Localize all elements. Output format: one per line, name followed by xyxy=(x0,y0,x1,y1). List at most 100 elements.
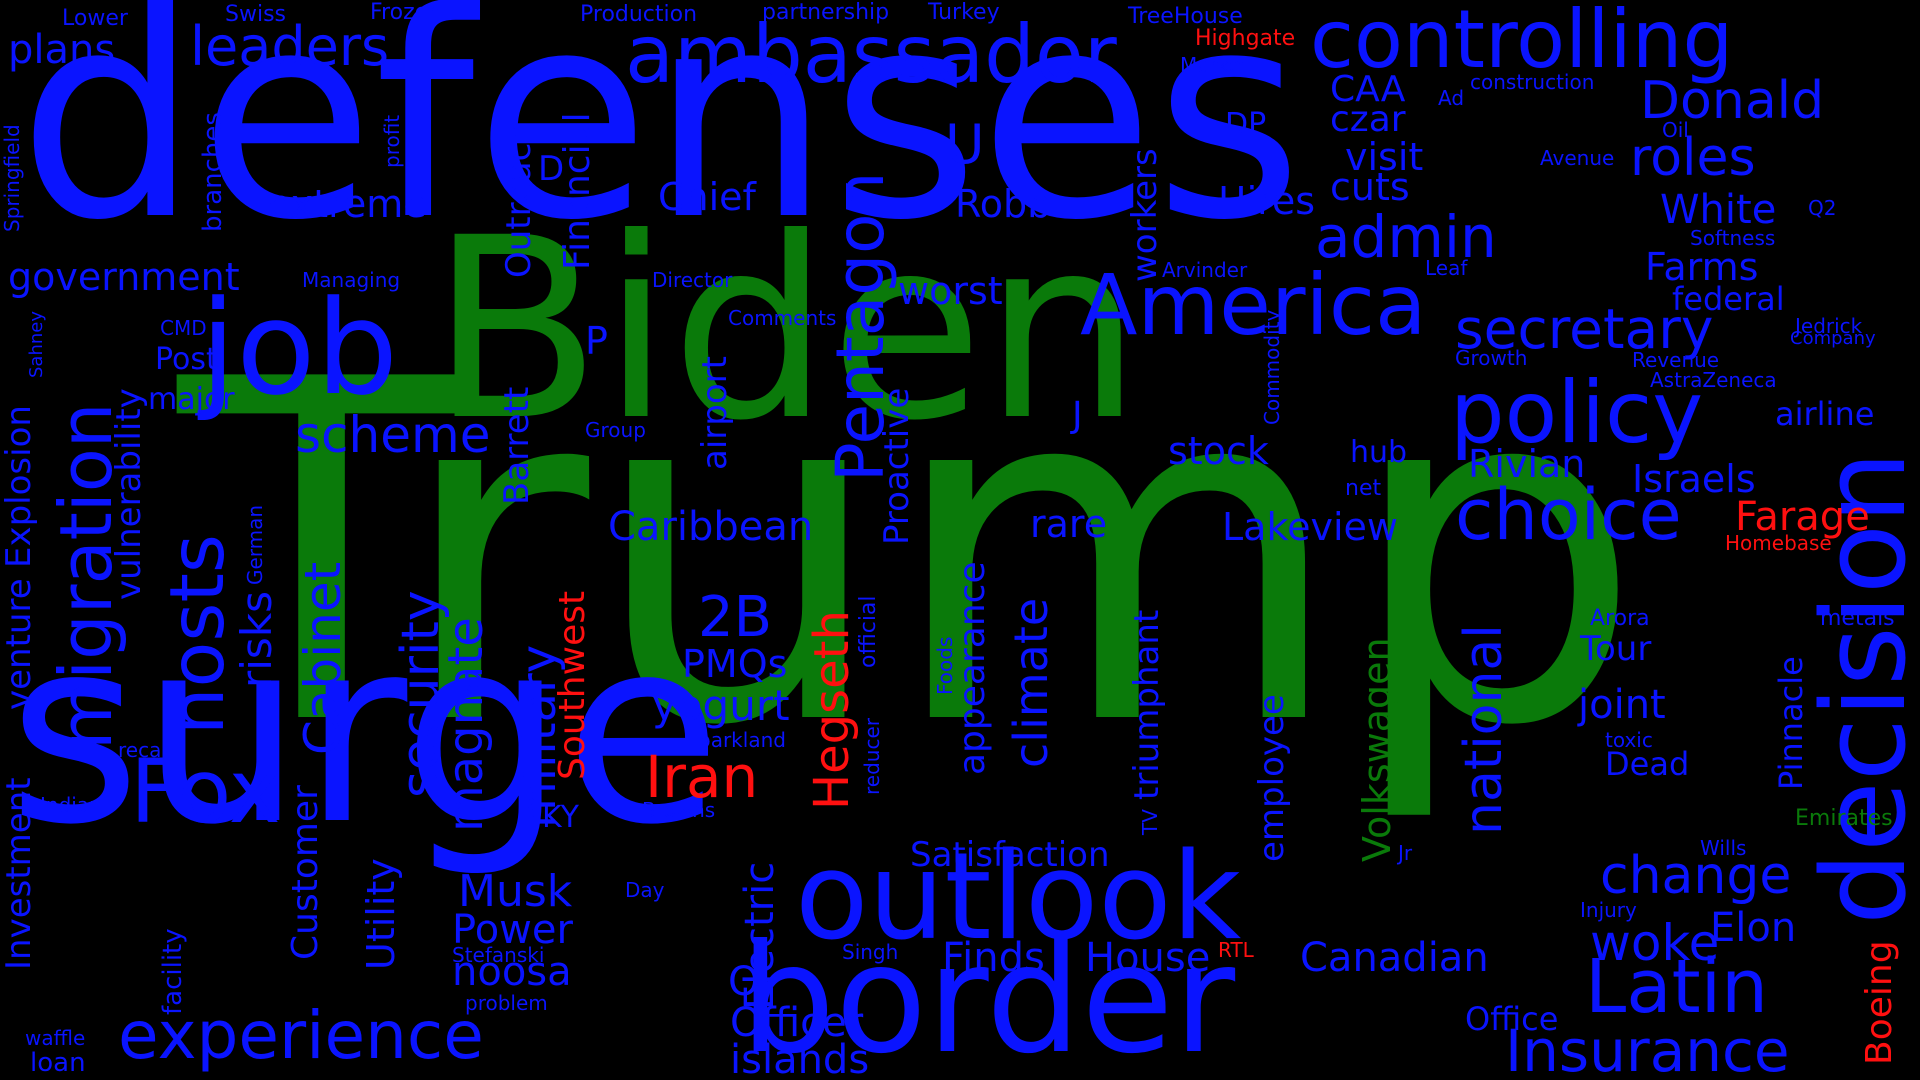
word-loan: loan xyxy=(30,1048,86,1078)
word-browns: Browns xyxy=(642,798,716,822)
word-power: Power xyxy=(452,907,573,953)
word-government: government xyxy=(8,255,240,299)
word-controlling: controlling xyxy=(1310,0,1734,86)
word-day: Day xyxy=(625,878,665,902)
word-lakeview: Lakeview xyxy=(1222,505,1398,549)
word-caribbean: Caribbean xyxy=(608,504,814,550)
word-czar: czar xyxy=(1330,99,1406,140)
word-proactive: Proactive xyxy=(877,387,917,545)
word-canadian: Canadian xyxy=(1300,935,1489,981)
word-revenue: Revenue xyxy=(1632,348,1720,372)
word-job: job xyxy=(200,272,399,424)
word-cabinet: Cabinet xyxy=(294,561,352,755)
word-q2: Q2 xyxy=(1808,196,1837,220)
word-turkey: Turkey xyxy=(928,0,1000,25)
word-islands: islands xyxy=(730,1037,870,1080)
word-fox: Fox xyxy=(130,740,281,843)
word-hegseth: Hegseth xyxy=(804,610,860,810)
word-parkland: parkland xyxy=(698,728,786,752)
word-german: German xyxy=(243,504,267,585)
word-customer: Customer xyxy=(285,785,326,960)
word-admin: admin xyxy=(1315,203,1497,271)
word-vulnerability: vulnerability xyxy=(109,388,149,600)
word-springfield: Springfield xyxy=(0,124,24,232)
word-ambassador: ambassador xyxy=(625,8,1117,101)
word-softness: Softness xyxy=(1690,226,1776,250)
word-director: Director xyxy=(652,268,733,292)
word-ad: Ad xyxy=(1438,86,1465,110)
word-pinnacle: Pinnacle xyxy=(1772,656,1810,790)
word-yogurt: yogurt xyxy=(652,681,790,730)
word-latin: Latin xyxy=(1585,944,1769,1030)
word-farage: Farage xyxy=(1735,494,1870,540)
word-frozen: Frozen xyxy=(370,0,443,25)
word-change: change xyxy=(1600,846,1792,906)
word-officer: Officer xyxy=(730,1000,864,1046)
word-production: Production xyxy=(580,2,698,27)
word-highgate: Highgate xyxy=(1195,26,1296,51)
word-insurance: Insurance xyxy=(1505,1017,1790,1080)
word-elon: Elon xyxy=(1710,905,1797,951)
word-d: D xyxy=(538,149,565,189)
word-injury: Injury xyxy=(1580,898,1637,922)
word-plans: plans xyxy=(8,27,116,73)
word-national: national xyxy=(1454,624,1514,835)
word-woke: woke xyxy=(1590,914,1720,972)
word-explosion: Explosion xyxy=(0,405,39,568)
word-scheme: scheme xyxy=(295,406,491,464)
word-musk: Musk xyxy=(458,866,573,917)
word-utility: Utility xyxy=(359,858,403,970)
word-donald: Donald xyxy=(1640,71,1825,131)
word-branches: branches xyxy=(198,112,228,232)
word-venture: venture xyxy=(0,578,39,710)
word-dead: Dead xyxy=(1605,745,1690,783)
word-foods: Foods xyxy=(933,636,957,695)
word-caa: CAA xyxy=(1330,69,1406,110)
word-financial: Financial xyxy=(557,112,598,270)
word-magnate: magnate xyxy=(438,617,494,832)
word-rtl: RTL xyxy=(1218,938,1254,962)
word-iran: Iran xyxy=(645,743,759,811)
word-israels: Israels xyxy=(1632,457,1756,501)
word-oil: Oil xyxy=(1662,118,1689,142)
word-secretary: secretary xyxy=(1455,297,1714,361)
word-extreme: extreme xyxy=(268,182,427,226)
word-managing: Managing xyxy=(302,268,401,292)
word-construction: construction xyxy=(1470,70,1595,94)
word-worst: worst xyxy=(898,269,1003,313)
word-partnership: partnership xyxy=(762,0,890,25)
word-barrett: Barrett xyxy=(497,386,537,505)
word-leaf: Leaf xyxy=(1425,256,1468,280)
word-comments: Comments xyxy=(728,306,837,330)
word-boeing: Boeing xyxy=(1859,940,1900,1065)
word-metals: metals xyxy=(1820,606,1895,631)
word-hub: hub xyxy=(1350,435,1408,470)
word-appearance: appearance xyxy=(952,561,993,775)
word-j: J xyxy=(1072,395,1083,436)
word-2b: 2B xyxy=(698,585,773,650)
word-visit: visit xyxy=(1345,135,1424,179)
word-dp: DP xyxy=(1225,107,1267,142)
word-toxic: toxic xyxy=(1605,728,1653,752)
word-problem: problem xyxy=(465,991,548,1015)
word-outlook: outlook xyxy=(795,828,1242,967)
word-roles: roles xyxy=(1630,128,1756,188)
word-joint: joint xyxy=(1578,682,1666,728)
word-jr: Jr xyxy=(1398,841,1413,865)
word-hires: Hires xyxy=(1218,179,1316,223)
word-choice: choice xyxy=(1455,474,1682,556)
word-arora: Arora xyxy=(1590,606,1650,631)
word-investment: Investment xyxy=(0,777,39,970)
word-p: P xyxy=(585,319,608,363)
word-outreach: Outreach xyxy=(499,121,539,278)
word-rare: rare xyxy=(1030,502,1108,546)
word-satisfaction: Satisfaction xyxy=(910,835,1110,875)
word-wills: Wills xyxy=(1700,836,1747,860)
word-swiss: Swiss xyxy=(225,2,286,27)
word-u: U xyxy=(945,113,985,176)
word-chief: Chief xyxy=(658,175,756,219)
word-indian: Indian xyxy=(40,793,102,817)
word-facility: facility xyxy=(158,928,188,1015)
word-stock: stock xyxy=(1168,429,1269,473)
